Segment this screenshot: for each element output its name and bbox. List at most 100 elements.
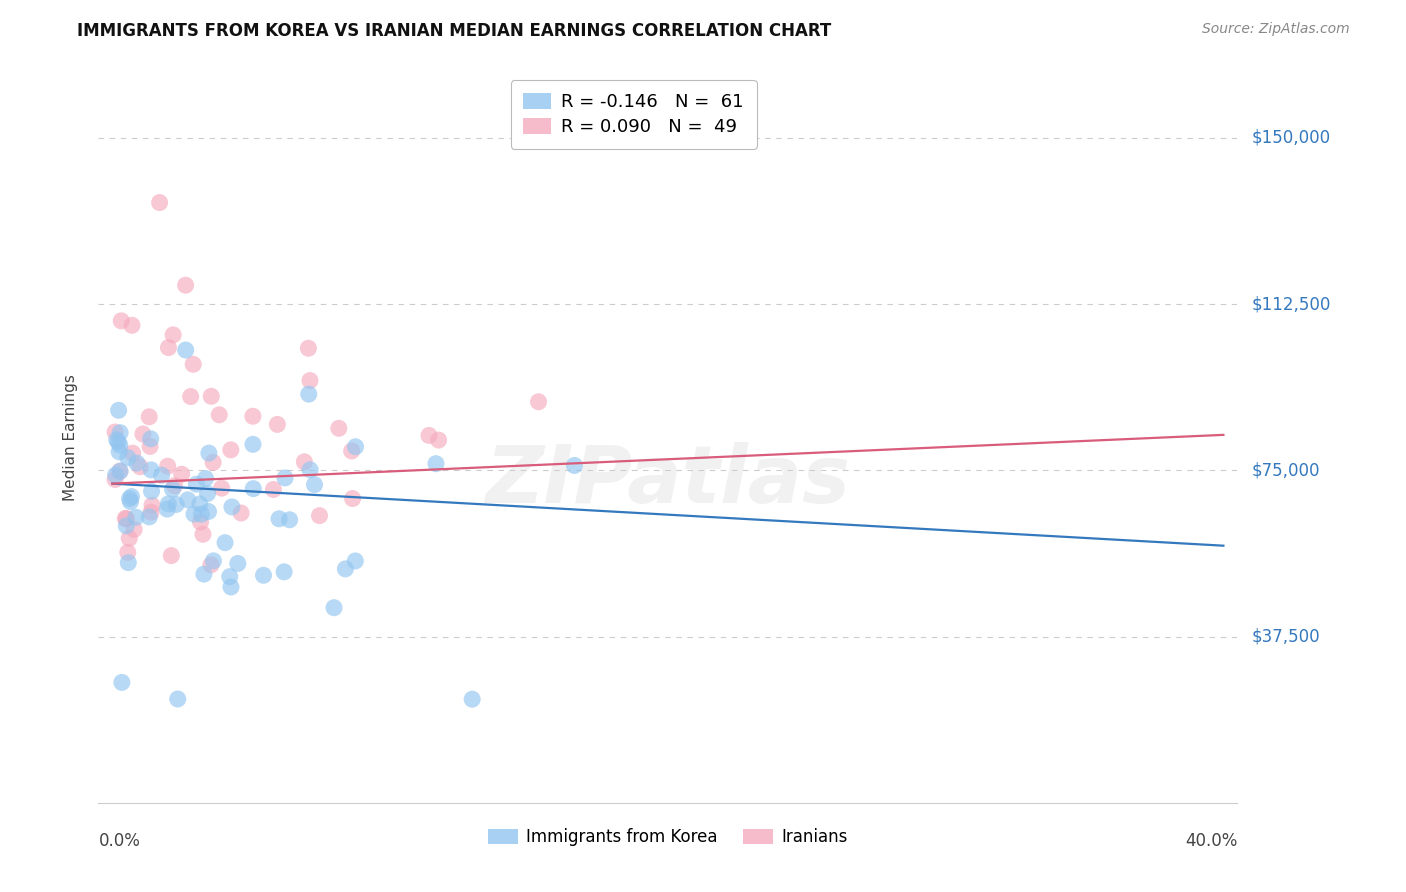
Point [104, 425, 127, 439]
Point [117, 545, 139, 559]
Point [188, 497, 211, 511]
Point [242, 437, 264, 451]
Point [344, 440, 367, 454]
Point [139, 432, 162, 446]
Point [308, 508, 330, 523]
Point [108, 438, 131, 452]
Point [262, 483, 284, 497]
Point [108, 464, 131, 478]
Point [141, 498, 163, 512]
Point [139, 463, 162, 477]
Point [292, 455, 315, 469]
Point [186, 477, 208, 491]
Point [274, 471, 297, 485]
Point [183, 507, 205, 521]
Point [150, 468, 173, 483]
Text: $150,000: $150,000 [1251, 128, 1330, 147]
Point [198, 446, 221, 460]
Point [125, 510, 148, 524]
Point [111, 675, 134, 690]
Point [108, 425, 131, 440]
Point [190, 508, 212, 522]
Point [267, 512, 290, 526]
Point [110, 314, 132, 328]
Text: $112,500: $112,500 [1251, 295, 1330, 313]
Point [156, 459, 179, 474]
Point [160, 549, 183, 563]
Point [125, 456, 148, 470]
Point [278, 513, 301, 527]
Point [148, 195, 170, 210]
Point [564, 458, 586, 473]
Point [202, 455, 225, 469]
Point [197, 486, 219, 500]
Point [242, 482, 264, 496]
Point [335, 562, 357, 576]
Point [323, 600, 346, 615]
Point [242, 409, 264, 424]
Point [141, 484, 163, 499]
Point [118, 531, 141, 545]
Point [344, 554, 367, 568]
Point [194, 471, 217, 485]
Point [191, 527, 214, 541]
Point [163, 478, 186, 492]
Point [139, 505, 162, 519]
Point [298, 374, 321, 388]
Point [226, 557, 249, 571]
Point [115, 511, 138, 525]
Text: $75,000: $75,000 [1251, 461, 1320, 479]
Point [298, 387, 321, 401]
Point [157, 497, 180, 511]
Point [180, 390, 202, 404]
Text: IMMIGRANTS FROM KOREA VS IRANIAN MEDIAN EARNINGS CORRELATION CHART: IMMIGRANTS FROM KOREA VS IRANIAN MEDIAN … [77, 22, 831, 40]
Text: 40.0%: 40.0% [1185, 832, 1237, 850]
Point [174, 278, 197, 293]
Point [157, 341, 180, 355]
Point [340, 444, 363, 458]
Point [156, 502, 179, 516]
Point [162, 482, 184, 496]
Point [104, 473, 127, 487]
Point [174, 343, 197, 357]
Point [138, 509, 160, 524]
Text: 0.0%: 0.0% [98, 832, 141, 850]
Point [107, 403, 129, 417]
Point [273, 565, 295, 579]
Point [105, 433, 128, 447]
Point [107, 434, 129, 449]
Point [165, 498, 187, 512]
Point [129, 459, 152, 474]
Point [193, 567, 215, 582]
Point [139, 439, 162, 453]
Point [219, 442, 242, 457]
Point [297, 341, 319, 355]
Point [211, 481, 233, 495]
Point [221, 500, 243, 514]
Point [115, 518, 138, 533]
Point [208, 408, 231, 422]
Point [108, 444, 131, 458]
Point [177, 492, 200, 507]
Point [202, 554, 225, 568]
Text: $37,500: $37,500 [1251, 628, 1320, 646]
Point [118, 491, 141, 506]
Point [328, 421, 350, 435]
Point [219, 580, 242, 594]
Point [527, 394, 550, 409]
Point [121, 490, 143, 504]
Point [117, 450, 139, 465]
Point [200, 558, 222, 572]
Point [170, 467, 193, 482]
Point [108, 464, 131, 478]
Point [121, 318, 143, 333]
Point [132, 427, 155, 442]
Point [229, 506, 252, 520]
Point [121, 446, 143, 460]
Point [200, 389, 222, 403]
Point [181, 357, 204, 371]
Point [166, 692, 188, 706]
Point [122, 523, 145, 537]
Point [342, 491, 364, 506]
Text: ZIPatlas: ZIPatlas [485, 442, 851, 520]
